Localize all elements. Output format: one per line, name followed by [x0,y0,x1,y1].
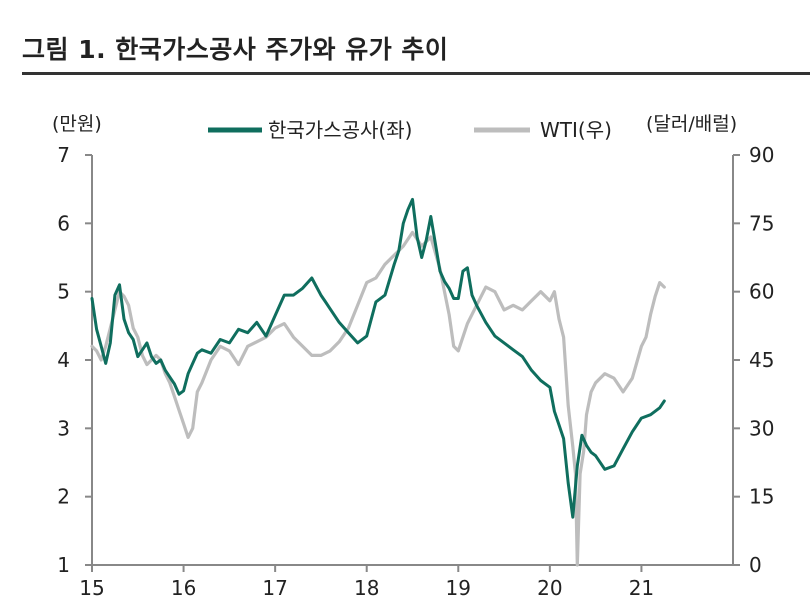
left-tick-label: 2 [57,485,70,509]
chart-series [90,197,666,567]
right-tick-label: 75 [749,211,774,235]
legend-label-gas: 한국가스공사(좌) [268,118,412,142]
right-tick-label: 30 [749,416,774,440]
left-tick-label: 3 [57,416,70,440]
left-axis-unit: (만원) [52,113,102,135]
x-tick-label: 16 [171,576,196,600]
left-tick-label: 5 [57,280,70,304]
legend: 한국가스공사(좌) WTI(우) [208,118,612,142]
x-tick-label: 15 [79,576,104,600]
x-tick-label: 21 [629,576,654,600]
right-tick-label: 90 [749,143,774,167]
title-divider [22,72,810,75]
right-tick-label: 15 [749,485,774,509]
left-tick-label: 7 [57,143,70,167]
left-tick-label: 6 [57,211,70,235]
right-tick-label: 0 [749,553,762,577]
right-tick-label: 60 [749,280,774,304]
series-line-wti [90,230,666,567]
legend-label-wti: WTI(우) [540,118,612,142]
right-tick-label: 45 [749,348,774,372]
left-tick-label: 1 [57,553,70,577]
series-line-gas [90,197,666,519]
left-tick-label: 4 [57,348,70,372]
right-axis-unit: (달러/배럴) [646,113,737,135]
x-tick-label: 18 [354,576,379,600]
chart-title: 그림 1. 한국가스공사 주가와 유가 추이 [22,35,449,64]
x-tick-label: 20 [537,576,562,600]
x-tick-label: 17 [262,576,287,600]
x-tick-label: 19 [446,576,471,600]
